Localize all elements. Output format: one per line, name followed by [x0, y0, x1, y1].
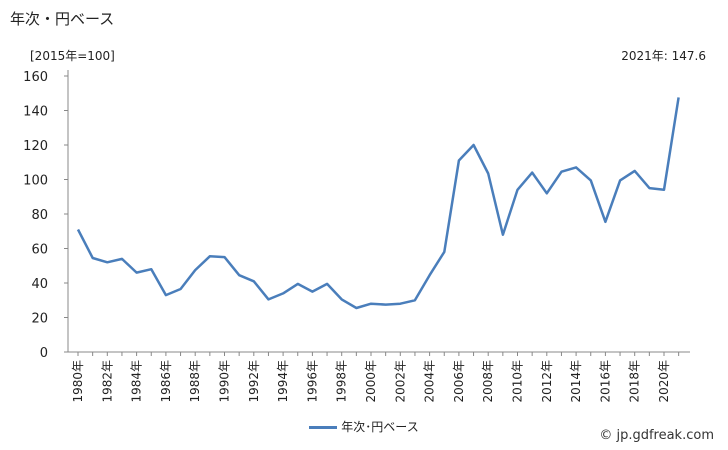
source-credit: © jp.gdfreak.com	[599, 428, 714, 443]
x-tick-label: 1982年	[100, 360, 114, 403]
x-tick-label: 2008年	[481, 360, 495, 403]
x-tick-label: 1998年	[335, 360, 349, 403]
legend-swatch	[309, 426, 338, 429]
x-tick-label: 1992年	[247, 360, 261, 403]
x-tick-label: 2006年	[452, 360, 466, 403]
x-tick-label: 2002年	[393, 360, 407, 403]
x-tick-label: 1986年	[159, 360, 173, 403]
series-line	[76, 97, 680, 310]
x-tick-label: 1990年	[218, 360, 232, 403]
latest-value-annotation: 2021年: 147.6	[621, 49, 706, 63]
y-tick-label: 20	[31, 312, 48, 327]
y-tick-label: 0	[40, 346, 48, 361]
x-tick-label: 2010年	[511, 360, 525, 403]
x-tick-label: 1996年	[305, 360, 319, 403]
x-tick-label: 2020年	[657, 360, 671, 403]
x-tick-label: 1980年	[71, 360, 85, 403]
unit-label: [2015年=100]	[30, 49, 115, 63]
x-tick-label: 1984年	[130, 360, 144, 403]
series-group	[76, 97, 680, 310]
chart-title: 年次・円ベース	[10, 10, 115, 28]
legend-label: 年次･円ベース	[341, 420, 419, 434]
x-tick-label: 1988年	[188, 360, 202, 403]
y-tick-label: 160	[23, 70, 48, 85]
y-tick-label: 120	[23, 139, 48, 154]
x-tick-label: 2018年	[628, 360, 642, 403]
y-tick-label: 100	[23, 174, 48, 189]
x-tick-label: 2004年	[423, 360, 437, 403]
y-tick-label: 80	[31, 208, 48, 223]
x-tick-label: 2012年	[540, 360, 554, 403]
y-tick-label: 140	[23, 105, 48, 120]
legend: 年次･円ベース	[0, 418, 728, 435]
x-tick-label: 1994年	[276, 360, 290, 403]
y-axis: 0 20 40 60 80 100 120 140 160	[23, 70, 69, 361]
x-tick-label: 2000年	[364, 360, 378, 403]
x-tick-label: 2014年	[569, 360, 583, 403]
x-axis: 1980年 1982年 1984年 1986年 1988年 1990年 1992年 1994年…	[68, 351, 690, 403]
y-tick-label: 60	[31, 243, 48, 258]
y-tick-label: 40	[31, 277, 48, 292]
x-tick-label: 2016年	[598, 360, 612, 403]
